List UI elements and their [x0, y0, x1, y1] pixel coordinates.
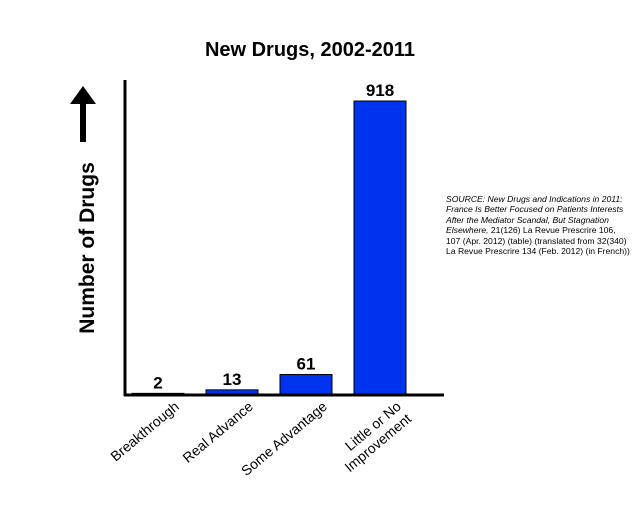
chart-title: New Drugs, 2002-2011 [205, 39, 415, 61]
bar-3 [353, 100, 407, 395]
y-axis-label: Number of Drugs [76, 162, 99, 334]
value-label-2: 61 [297, 355, 316, 374]
category-label-0: Breakthrough [107, 398, 182, 464]
y-axis-label-group: Number of Drugs [76, 162, 99, 334]
source-citation-title: SOURCE: New Drugs and Indications in 201… [446, 194, 624, 236]
value-label-0: 2 [153, 373, 162, 392]
value-label-3: 918 [366, 81, 394, 100]
bar-1 [205, 389, 259, 395]
bar-0 [131, 392, 185, 395]
value-label-1: 13 [223, 370, 242, 389]
bar-2 [279, 374, 333, 395]
value-labels: 2 13 61 918 [153, 81, 394, 392]
source-citation-details: 21(126) La Revue Prescrire 106, 107 (Apr… [446, 225, 630, 257]
source-note: SOURCE: New Drugs and Indications in 201… [446, 194, 632, 256]
category-label-1: Real Advance [179, 398, 256, 466]
category-label-line: Real Advance [179, 398, 256, 466]
up-arrow-icon [70, 86, 96, 142]
bars [131, 100, 407, 395]
category-label-line: Breakthrough [107, 398, 182, 464]
